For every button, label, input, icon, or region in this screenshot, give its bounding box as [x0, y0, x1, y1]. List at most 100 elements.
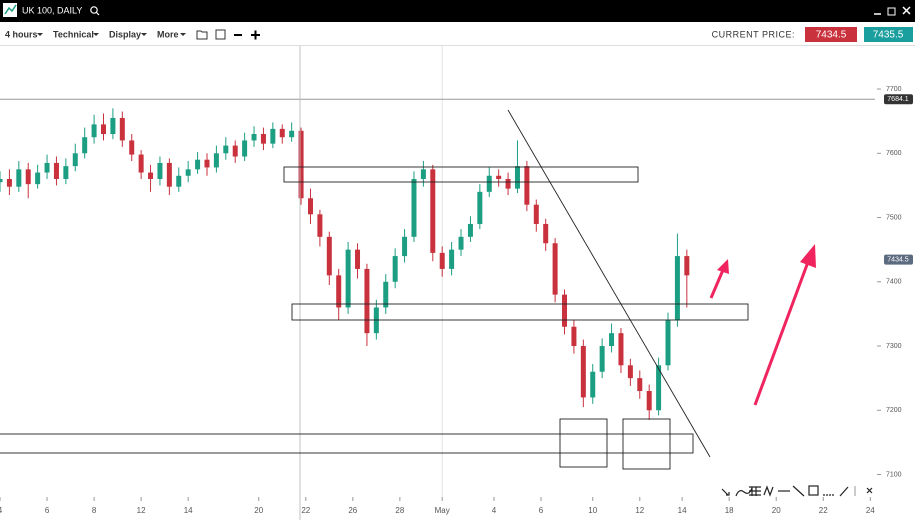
candle-body [326, 236, 332, 276]
close-button[interactable] [902, 6, 911, 15]
candle-body [402, 236, 408, 257]
x-tick-label: 12 [635, 506, 644, 515]
arrow-large-head [800, 244, 816, 268]
x-tick-label: 22 [819, 506, 828, 515]
candle-body [392, 256, 398, 282]
y-tick-label: 7100 [886, 471, 902, 478]
candle-body [665, 320, 671, 366]
x-tick-label: 22 [301, 506, 310, 515]
menu-display[interactable]: Display [109, 29, 141, 39]
x-tick-label: 26 [348, 506, 357, 515]
zoom-in-button[interactable] [251, 30, 260, 40]
candle-body [505, 178, 511, 189]
candle-body [223, 145, 229, 154]
candle-body [129, 140, 135, 155]
candle-body [411, 178, 417, 237]
candle-body [176, 175, 182, 187]
candle-body [251, 134, 257, 141]
search-icon[interactable] [90, 6, 98, 14]
candle-body [25, 169, 31, 185]
candle-body [138, 154, 144, 173]
candle-body [383, 281, 389, 308]
candle-body [270, 128, 276, 144]
trend-line [507, 109, 711, 458]
candle-body [289, 130, 295, 138]
candle-body [0, 178, 3, 183]
candle-body [609, 333, 615, 347]
menu-more[interactable]: More [157, 29, 179, 39]
tool-line[interactable] [792, 485, 805, 497]
candle-body [552, 243, 558, 295]
candle-body [16, 169, 22, 187]
candle-body [430, 169, 436, 253]
menu-timeframe[interactable]: 4 hours [5, 29, 38, 39]
x-tick-label: 10 [588, 506, 597, 515]
tool-ray[interactable] [839, 486, 849, 497]
arrow-small [709, 269, 725, 299]
candle-body [82, 137, 88, 154]
candle-body [599, 346, 605, 372]
restore-button[interactable] [887, 7, 896, 16]
x-tick-label: 20 [772, 506, 781, 515]
tool-fib[interactable] [749, 486, 761, 496]
tool-curve[interactable] [735, 487, 753, 497]
candle-body [355, 249, 361, 269]
tool-arrow[interactable] [721, 488, 730, 496]
candle-body [110, 117, 116, 135]
candle-body [336, 275, 342, 308]
open-button[interactable] [196, 30, 208, 40]
drawing-tools [721, 485, 873, 497]
arrows [709, 244, 816, 406]
toolbar [0, 22, 915, 46]
tool-wave[interactable] [763, 485, 774, 497]
x-tick-label: 4 [0, 506, 3, 515]
y-tick-label: 7700 [886, 86, 902, 93]
save-button[interactable] [215, 29, 226, 40]
candle-body [477, 191, 483, 224]
x-tick-label: 8 [92, 506, 97, 515]
arrow-small-head [717, 259, 729, 274]
candle-body [148, 172, 154, 179]
tool-rect[interactable] [808, 485, 819, 496]
candle-body [242, 140, 248, 157]
x-tick-label: 6 [539, 506, 544, 515]
menu-technical[interactable]: Technical [53, 29, 94, 39]
candle-body [449, 249, 455, 269]
candle-body [298, 130, 304, 199]
buy-button[interactable] [864, 27, 913, 42]
bottom-box [622, 418, 671, 470]
candle-body [260, 134, 266, 144]
search-icon[interactable] [95, 11, 100, 16]
candle-body [439, 252, 445, 269]
candle-body [496, 175, 502, 179]
buy-price[interactable]: 7435.5 [873, 30, 904, 41]
current-price-label: CURRENT PRICE: [712, 29, 795, 39]
crosshair-price: 7684.1 [887, 96, 909, 103]
candle-body [157, 162, 163, 179]
y-tick-label: 7200 [886, 407, 902, 414]
candle-body [533, 204, 539, 224]
candle-body [279, 128, 285, 138]
tool-clear[interactable] [866, 487, 873, 494]
candle-body [514, 166, 520, 189]
candle-body [166, 162, 172, 187]
title-bar [0, 0, 915, 22]
candle-body [6, 178, 12, 187]
bottom-box [559, 418, 608, 468]
candle-body [618, 333, 624, 366]
candle-body [524, 166, 530, 205]
candle-body [119, 117, 125, 141]
sell-button[interactable] [805, 27, 857, 42]
candle-body [684, 256, 690, 276]
candle-body [646, 390, 652, 411]
candle-body [91, 124, 97, 138]
candle-body [232, 145, 238, 157]
candle-body [345, 249, 351, 308]
candle-body [317, 214, 323, 237]
x-tick-label: 4 [492, 506, 497, 515]
candle-body [580, 346, 586, 398]
candle-body [364, 268, 370, 334]
sell-price[interactable]: 7434.5 [816, 30, 847, 41]
arrow-large [753, 261, 810, 406]
